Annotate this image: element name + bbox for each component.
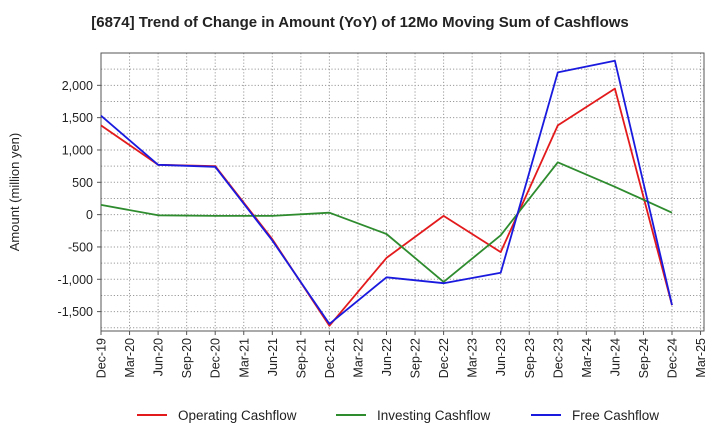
legend: Operating Cashflow Investing Cashflow Free… bbox=[137, 408, 659, 423]
grid bbox=[101, 53, 704, 331]
x-tick-label: Sep-22 bbox=[409, 338, 423, 378]
legend-label: Free Cashflow bbox=[572, 408, 659, 423]
x-tick-label: Mar-21 bbox=[237, 338, 251, 378]
x-tick-label: Dec-24 bbox=[666, 338, 680, 378]
x-tick-label: Sep-20 bbox=[180, 338, 194, 378]
x-tick-label: Mar-23 bbox=[466, 338, 480, 378]
series-line-investing-cashflow bbox=[100, 161, 673, 283]
x-axis-ticks: Dec-19 Mar-20 Jun-20 Sep-20 Dec-20 Mar-21 Jun-… bbox=[95, 331, 708, 378]
x-tick-label: Mar-20 bbox=[123, 338, 137, 378]
plot-area-frame bbox=[100, 52, 705, 332]
legend-label: Investing Cashflow bbox=[377, 408, 491, 423]
y-tick-label: 2,000 bbox=[62, 79, 93, 93]
series-line-free-cashflow bbox=[100, 59, 673, 325]
y-tick-label: 1,500 bbox=[62, 111, 93, 125]
x-tick-label: Jun-20 bbox=[152, 338, 166, 376]
x-tick-label: Sep-21 bbox=[294, 338, 308, 378]
x-tick-label: Mar-22 bbox=[351, 338, 365, 378]
x-tick-label: Dec-23 bbox=[551, 338, 565, 378]
y-tick-label: -1,000 bbox=[58, 273, 93, 287]
chart-title: [6874] Trend of Change in Amount (YoY) o… bbox=[91, 14, 629, 31]
x-tick-label: Mar-24 bbox=[580, 338, 594, 378]
x-tick-label: Sep-23 bbox=[523, 338, 537, 378]
x-tick-label: Jun-24 bbox=[608, 338, 622, 376]
x-tick-label: Dec-22 bbox=[437, 338, 451, 378]
y-tick-label: 500 bbox=[72, 176, 93, 190]
y-axis-ticks: 2,000 1,500 1,000 500 0 -500 -1,000 -1,500 bbox=[58, 79, 101, 319]
y-tick-label: -500 bbox=[68, 240, 93, 254]
x-tick-label: Dec-20 bbox=[209, 338, 223, 378]
x-tick-label: Sep-24 bbox=[637, 338, 651, 378]
x-tick-label: Jun-22 bbox=[380, 338, 394, 376]
y-tick-label: -1,500 bbox=[58, 305, 93, 319]
series-lines bbox=[100, 59, 673, 327]
x-tick-label: Dec-19 bbox=[95, 338, 109, 378]
legend-label: Operating Cashflow bbox=[178, 408, 297, 423]
x-tick-label: Mar-25 bbox=[694, 338, 708, 378]
x-tick-label: Dec-21 bbox=[323, 338, 337, 378]
y-tick-label: 1,000 bbox=[62, 143, 93, 157]
x-tick-label: Jun-21 bbox=[266, 338, 280, 376]
y-axis-title: Amount (million yen) bbox=[7, 133, 22, 252]
y-tick-label: 0 bbox=[86, 208, 93, 222]
x-tick-label: Jun-23 bbox=[494, 338, 508, 376]
